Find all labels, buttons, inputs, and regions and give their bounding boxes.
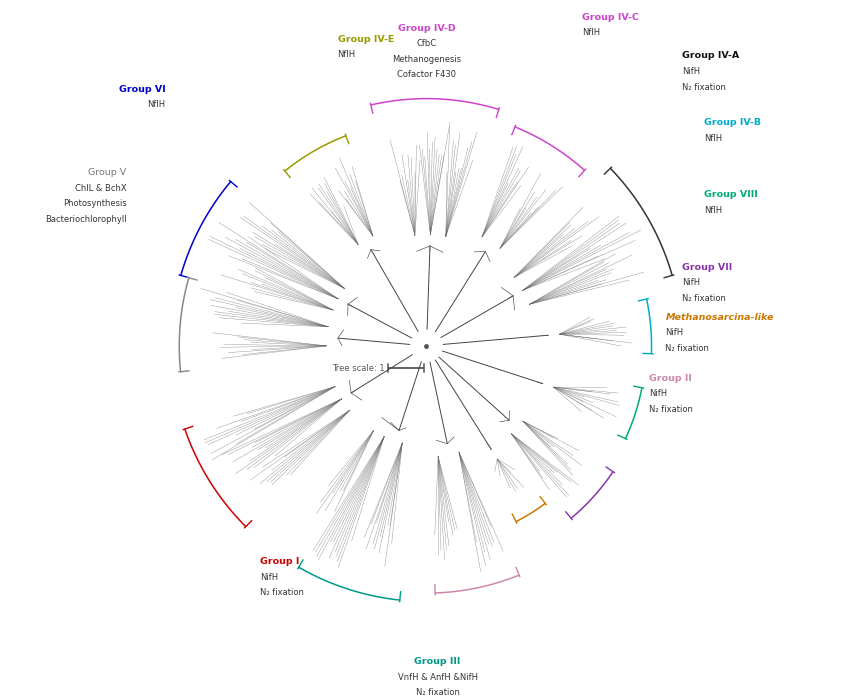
Text: Group IV-E: Group IV-E [337,35,394,44]
Text: NifH: NifH [682,67,699,76]
Text: Group II: Group II [648,374,691,382]
Text: Group I: Group I [260,557,299,566]
Text: NflH: NflH [704,134,722,143]
Text: Photosynthesis: Photosynthesis [63,199,126,208]
Text: NflH: NflH [704,206,722,215]
Text: N₂ fixation: N₂ fixation [682,294,725,303]
Text: N₂ fixation: N₂ fixation [648,405,692,414]
Text: Tree scale: 1: Tree scale: 1 [331,363,384,373]
Text: ChlL & BchX: ChlL & BchX [75,184,126,193]
Text: Group IV-B: Group IV-B [704,118,761,127]
Text: NifH: NifH [260,572,278,582]
Text: VnfH & AnfH &NifH: VnfH & AnfH &NifH [397,672,477,682]
Text: Bacteriochlorophyll: Bacteriochlorophyll [45,215,126,224]
Text: Group VI: Group VI [118,85,165,94]
Text: NflH: NflH [581,28,600,37]
Text: Cofactor F430: Cofactor F430 [396,71,456,79]
Text: N₂ fixation: N₂ fixation [665,344,709,353]
Text: NflH: NflH [337,50,355,59]
Text: Group IV-A: Group IV-A [682,52,739,60]
Text: N₂ fixation: N₂ fixation [415,688,459,697]
Text: N₂ fixation: N₂ fixation [260,588,303,597]
Text: NflH: NflH [147,100,165,109]
Text: Group III: Group III [414,657,460,666]
Text: Group V: Group V [88,168,126,177]
Text: Group IV-D: Group IV-D [397,24,455,33]
Text: NifH: NifH [682,278,699,287]
Text: Group VIII: Group VIII [704,190,757,199]
Text: Group IV-C: Group IV-C [581,13,638,22]
Text: CfbC: CfbC [416,39,436,48]
Text: Methanogenesis: Methanogenesis [391,55,461,64]
Text: Group VII: Group VII [682,263,732,271]
Text: NifH: NifH [665,328,682,337]
Text: Methanosarcina-like: Methanosarcina-like [665,312,773,322]
Text: N₂ fixation: N₂ fixation [682,82,725,92]
Text: NifH: NifH [648,389,666,398]
